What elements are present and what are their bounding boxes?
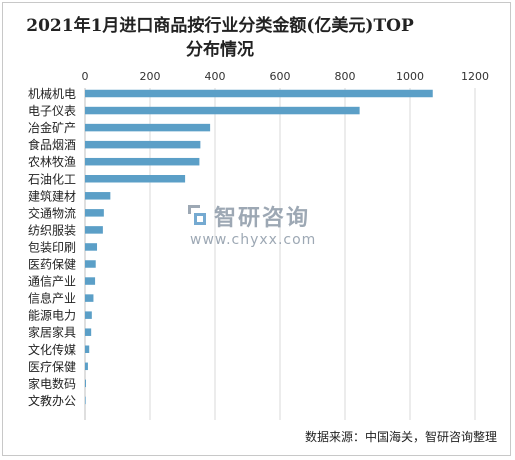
x-tick-label: 600 bbox=[270, 70, 291, 83]
category-label: 医药保健 bbox=[28, 258, 76, 272]
bars bbox=[85, 89, 433, 405]
category-label: 机械机电 bbox=[28, 86, 76, 101]
bar-6 bbox=[85, 192, 111, 200]
bar-10 bbox=[85, 260, 96, 268]
x-tick-label: 1000 bbox=[396, 70, 424, 83]
bar-13 bbox=[85, 311, 92, 319]
category-label: 文教办公 bbox=[28, 393, 76, 408]
bar-11 bbox=[85, 277, 96, 285]
category-label: 能源电力 bbox=[28, 309, 76, 323]
bar-7 bbox=[85, 209, 104, 217]
category-label: 农林牧渔 bbox=[28, 155, 76, 169]
x-tick-label: 0 bbox=[82, 70, 89, 83]
watermark-logo-icon bbox=[188, 205, 208, 227]
watermark-url: www.chyxx.com bbox=[190, 232, 317, 248]
y-category-labels: 机械机电电子仪表冶金矿产食品烟酒农林牧渔石油化工建筑建材交通物流纺织服装包装印刷… bbox=[28, 86, 76, 408]
category-label: 包装印刷 bbox=[28, 240, 76, 254]
data-source-note: 数据来源：中国海关，智研咨询整理 bbox=[304, 430, 497, 444]
category-label: 纺织服装 bbox=[28, 223, 76, 237]
x-tick-label: 400 bbox=[205, 70, 226, 83]
bar-8 bbox=[85, 226, 103, 234]
category-label: 冶金矿产 bbox=[28, 120, 76, 135]
category-label: 食品烟酒 bbox=[28, 137, 76, 152]
bar-17 bbox=[85, 379, 86, 388]
bar-14 bbox=[85, 328, 92, 336]
category-label: 文化传媒 bbox=[28, 342, 76, 357]
bar-0 bbox=[85, 89, 433, 98]
bar-2 bbox=[85, 123, 211, 132]
chart-title: 2021年1月进口商品按行业分类金额(亿美元)TOP分布情况 bbox=[26, 16, 414, 60]
category-label: 石油化工 bbox=[28, 172, 76, 186]
x-tick-label: 1200 bbox=[461, 70, 489, 83]
bar-18 bbox=[85, 396, 86, 405]
bar-16 bbox=[85, 362, 88, 371]
x-tick-labels: 0 200 400 600 800 1000 1200 bbox=[82, 70, 490, 83]
category-label: 家居家具 bbox=[28, 325, 76, 340]
bar-3 bbox=[85, 140, 201, 149]
bar-1 bbox=[85, 106, 360, 115]
gridlines bbox=[84, 88, 476, 420]
x-tick-label: 800 bbox=[335, 70, 356, 83]
bar-5 bbox=[85, 175, 186, 183]
category-label: 交通物流 bbox=[28, 205, 76, 220]
watermark-text: 智研咨询 bbox=[214, 206, 311, 231]
bar-4 bbox=[85, 157, 200, 166]
bar-15 bbox=[85, 345, 90, 353]
bar-12 bbox=[85, 294, 94, 302]
category-label: 信息产业 bbox=[28, 291, 76, 306]
category-label: 医疗保健 bbox=[28, 360, 76, 374]
category-label: 家电数码 bbox=[28, 376, 76, 391]
watermark: 智研咨询 www.chyxx.com bbox=[188, 200, 348, 248]
x-tick-label: 200 bbox=[140, 70, 161, 83]
category-label: 通信产业 bbox=[28, 275, 76, 289]
bar-9 bbox=[85, 243, 98, 251]
category-label: 电子仪表 bbox=[28, 104, 76, 118]
category-label: 建筑建材 bbox=[28, 188, 76, 203]
